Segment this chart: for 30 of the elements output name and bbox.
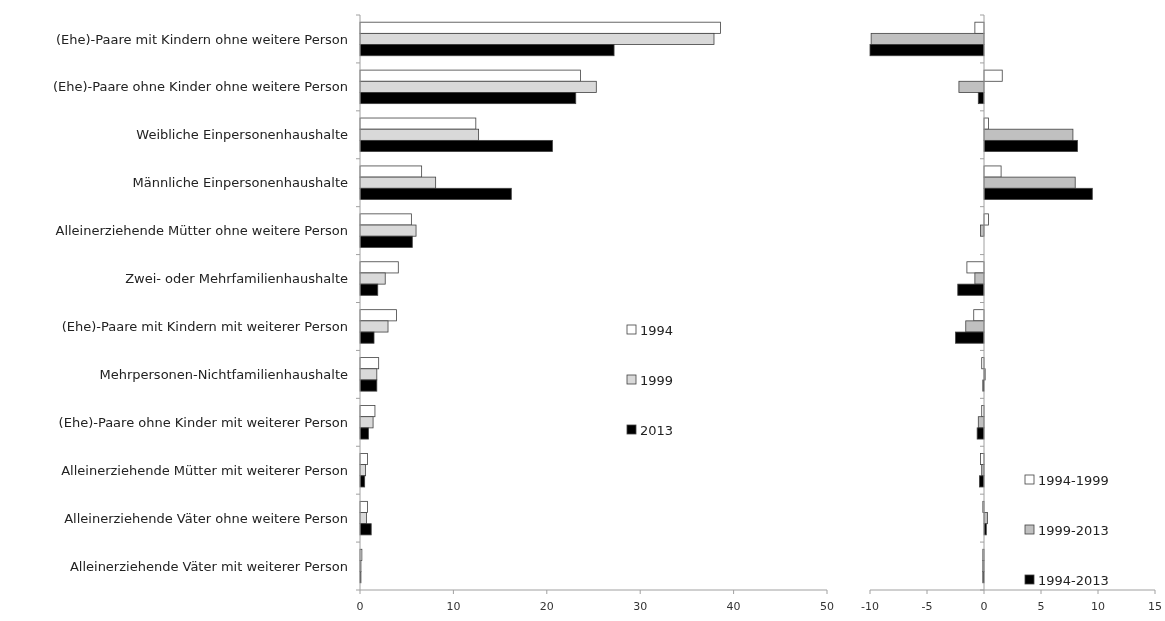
x-tick-label: 10 [1091, 600, 1105, 613]
legend-label: 1994-1999 [1038, 472, 1109, 488]
x-tick-label: -10 [861, 600, 879, 613]
x-tick-label: 0 [356, 600, 364, 613]
legend-label: 1994-2013 [1038, 572, 1109, 588]
y-tick-label: Männliche Einpersonenhaushalte [132, 175, 348, 191]
y-tick-label: Alleinerziehende Mütter mit weiterer Person [61, 462, 348, 478]
x-tick-label: 0 [980, 600, 988, 613]
y-tick-label: Zwei- oder Mehrfamilienhaushalte [125, 271, 348, 287]
x-tick-label: 15 [1148, 600, 1162, 613]
x-tick-label: 10 [446, 600, 461, 613]
y-tick-label: Weibliche Einpersonenhaushalte [136, 127, 348, 143]
legend-label: 1999 [640, 372, 674, 388]
x-tick-label: 30 [633, 600, 648, 613]
y-tick-label: (Ehe)-Paare mit Kindern ohne weitere Person [55, 31, 348, 47]
x-tick-label: 50 [820, 600, 834, 613]
x-tick-label: 20 [539, 600, 554, 613]
x-tick-label: 40 [726, 600, 741, 613]
x-tick-label: 5 [1037, 600, 1045, 613]
legend-label: 1994 [640, 322, 674, 338]
y-tick-label: Alleinerziehende Väter mit weiterer Person [69, 558, 348, 574]
y-tick-label: Alleinerziehende Väter ohne weitere Person [64, 510, 348, 526]
x-tick-label: -5 [921, 600, 933, 613]
legend-label: 2013 [640, 422, 674, 438]
legend-label: 1999-2013 [1038, 522, 1109, 538]
y-tick-label: Mehrpersonen-Nichtfamilienhaushalte [99, 366, 348, 382]
y-tick-label: (Ehe)-Paare ohne Kinder mit weiterer Person [58, 414, 348, 430]
y-tick-label: Alleinerziehende Mütter ohne weitere Person [55, 223, 348, 239]
y-tick-label: (Ehe)-Paare ohne Kinder ohne weitere Person [52, 79, 348, 95]
y-tick-label: (Ehe)-Paare mit Kindern mit weiterer Person [61, 319, 348, 335]
